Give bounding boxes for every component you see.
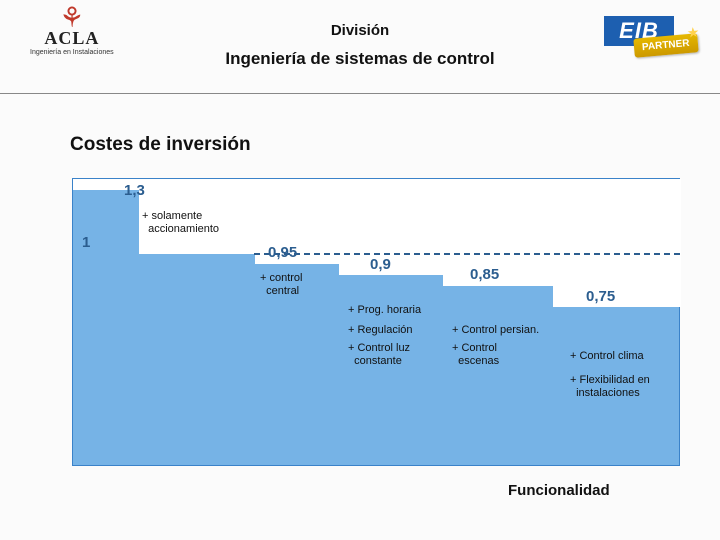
step-value-label: 0,75: [586, 288, 615, 305]
step-value-label: 1: [82, 234, 90, 251]
logo-eib: EIB PARTNER: [604, 16, 694, 76]
annotation: + Prog. horaria: [348, 304, 421, 317]
annotation: + control central: [260, 272, 303, 297]
header: ⚘ ACLA Ingeniería en Instalaciones Divis…: [0, 0, 720, 94]
annotation: + Regulación: [348, 324, 413, 337]
step-value-label: 0,9: [370, 256, 391, 273]
partner-badge-icon: PARTNER: [633, 33, 698, 57]
annotation: + Flexibilidad en instalaciones: [570, 374, 650, 399]
section-title: Costes de inversión: [70, 134, 251, 156]
step-value-label: 0,85: [470, 266, 499, 283]
step-bar: [553, 179, 681, 307]
annotation: + Control clima: [570, 350, 644, 363]
annotation: + Control escenas: [452, 342, 499, 367]
annotation: + Control persian.: [452, 324, 539, 337]
step-value-label: 1,3: [124, 182, 145, 199]
step-bar: [339, 179, 443, 275]
annotation: + Control luz constante: [348, 342, 410, 367]
x-axis-label: Funcionalidad: [508, 482, 610, 499]
baseline-dash: [254, 253, 680, 255]
step-value-label: 0,95: [268, 244, 297, 261]
annotation: + solamente accionamiento: [142, 210, 219, 235]
